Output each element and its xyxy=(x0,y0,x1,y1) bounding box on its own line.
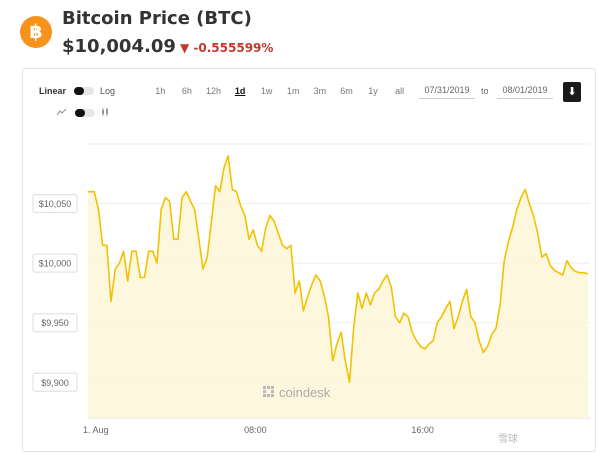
corner-watermark: 雪球 xyxy=(498,434,518,445)
bitcoin-logo-icon: ฿ xyxy=(20,16,52,48)
y-tick-label: $10,050 xyxy=(39,199,72,209)
y-tick-box xyxy=(32,253,78,273)
scale-toggle[interactable] xyxy=(74,87,95,95)
line-chart-icon xyxy=(56,108,67,118)
date-from-input[interactable]: 07/31/2019 xyxy=(419,83,475,99)
y-tick-label: $9,950 xyxy=(41,318,69,328)
scale-linear-label: Linear xyxy=(39,86,67,96)
coindesk-watermark: coindesk xyxy=(263,385,331,400)
price-line xyxy=(88,155,589,384)
candlestick-icon xyxy=(101,108,111,118)
range-3m[interactable]: 3m xyxy=(313,86,327,96)
down-arrow-icon: ▼ xyxy=(180,41,190,55)
range-1d[interactable]: 1d xyxy=(234,86,246,96)
range-6m[interactable]: 6m xyxy=(340,86,353,96)
y-tick-box xyxy=(32,194,78,214)
price-area-fill xyxy=(88,155,588,418)
download-icon: ⬇ xyxy=(567,86,577,98)
chart-type-toggle-row xyxy=(56,108,111,118)
header: ฿ Bitcoin Price (BTC) $10,004.09 ▼ -0.55… xyxy=(18,6,588,62)
price-change: ▼ -0.555599% xyxy=(180,41,273,55)
range-all[interactable]: all xyxy=(395,86,405,96)
scale-log-label: Log xyxy=(100,86,116,96)
y-tick-box xyxy=(32,313,78,333)
coindesk-logo-icon xyxy=(263,386,274,397)
current-price: $10,004.09 xyxy=(62,36,176,57)
range-1m[interactable]: 1m xyxy=(287,86,300,96)
range-12h[interactable]: 12h xyxy=(205,86,221,96)
date-to-input[interactable]: 08/01/2019 xyxy=(497,83,553,99)
y-tick-box xyxy=(32,372,78,392)
y-tick-label: $9,900 xyxy=(41,378,69,388)
range-1h[interactable]: 1h xyxy=(155,86,166,96)
coindesk-watermark-text: coindesk xyxy=(279,385,331,400)
chart-type-toggle[interactable] xyxy=(75,109,95,117)
range-1w[interactable]: 1w xyxy=(260,86,273,96)
range-1y[interactable]: 1y xyxy=(368,86,378,96)
x-tick-label: 1. Aug xyxy=(83,425,109,435)
x-tick-label: 08:00 xyxy=(244,425,267,435)
date-to-label: to xyxy=(481,86,489,96)
price-change-value: -0.555599% xyxy=(193,41,274,55)
y-tick-label: $10,000 xyxy=(39,259,72,269)
time-range-selector: 1h 6h 12h 1d 1w 1m 3m 6m 1y all xyxy=(147,86,413,96)
scale-toggle-row: Linear Log xyxy=(39,86,115,96)
download-button[interactable]: ⬇ xyxy=(563,82,581,102)
page-title: Bitcoin Price (BTC) xyxy=(62,8,252,29)
range-6h[interactable]: 6h xyxy=(181,86,192,96)
x-tick-label: 16:00 xyxy=(411,425,434,435)
